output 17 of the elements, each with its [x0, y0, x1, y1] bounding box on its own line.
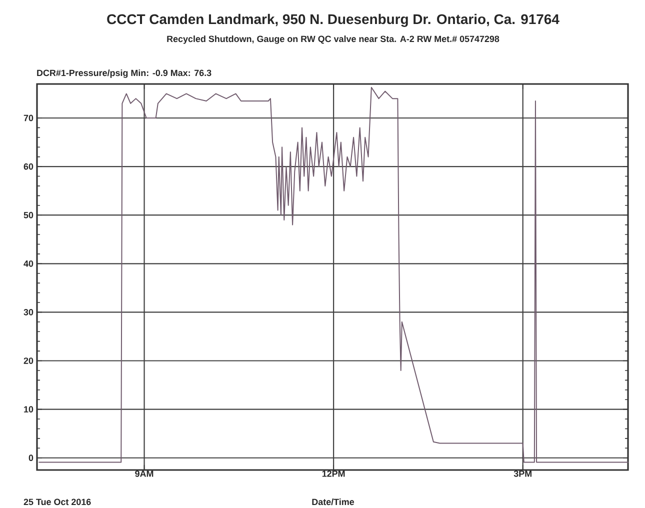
y-tick-label: 60	[24, 163, 34, 170]
chart-subtitle: Recycled Shutdown, Gauge on RW QC valve near Sta. A-2 RW Met.# 05747298	[167, 35, 500, 44]
x-axis-title: Date/Time	[312, 498, 354, 505]
y-tick-label: 50	[24, 212, 34, 218]
y-tick-label: 30	[24, 308, 34, 316]
x-tick-label: 12PM	[322, 470, 345, 477]
x-tick-label: 9AM	[135, 470, 154, 477]
x-tick-label: 3PM	[514, 470, 532, 477]
line-series	[38, 86, 629, 462]
y-axis-title: DCR#1-Pressure/psig Min: -0.9 Max: 76.3	[37, 69, 212, 78]
chart-title: CCCT Camden Landmark, 950 N. Duesenburg Dr. Ontario, Ca. 91764	[107, 14, 560, 27]
y-tick-label: 40	[24, 260, 34, 267]
text: 25 Tue Oct 2016	[24, 498, 91, 505]
y-tick-label: 10	[24, 406, 34, 412]
y-tick-label: 0	[28, 454, 34, 461]
y-tick-label: 70	[24, 114, 34, 121]
y-tick-label: 20	[24, 357, 34, 364]
